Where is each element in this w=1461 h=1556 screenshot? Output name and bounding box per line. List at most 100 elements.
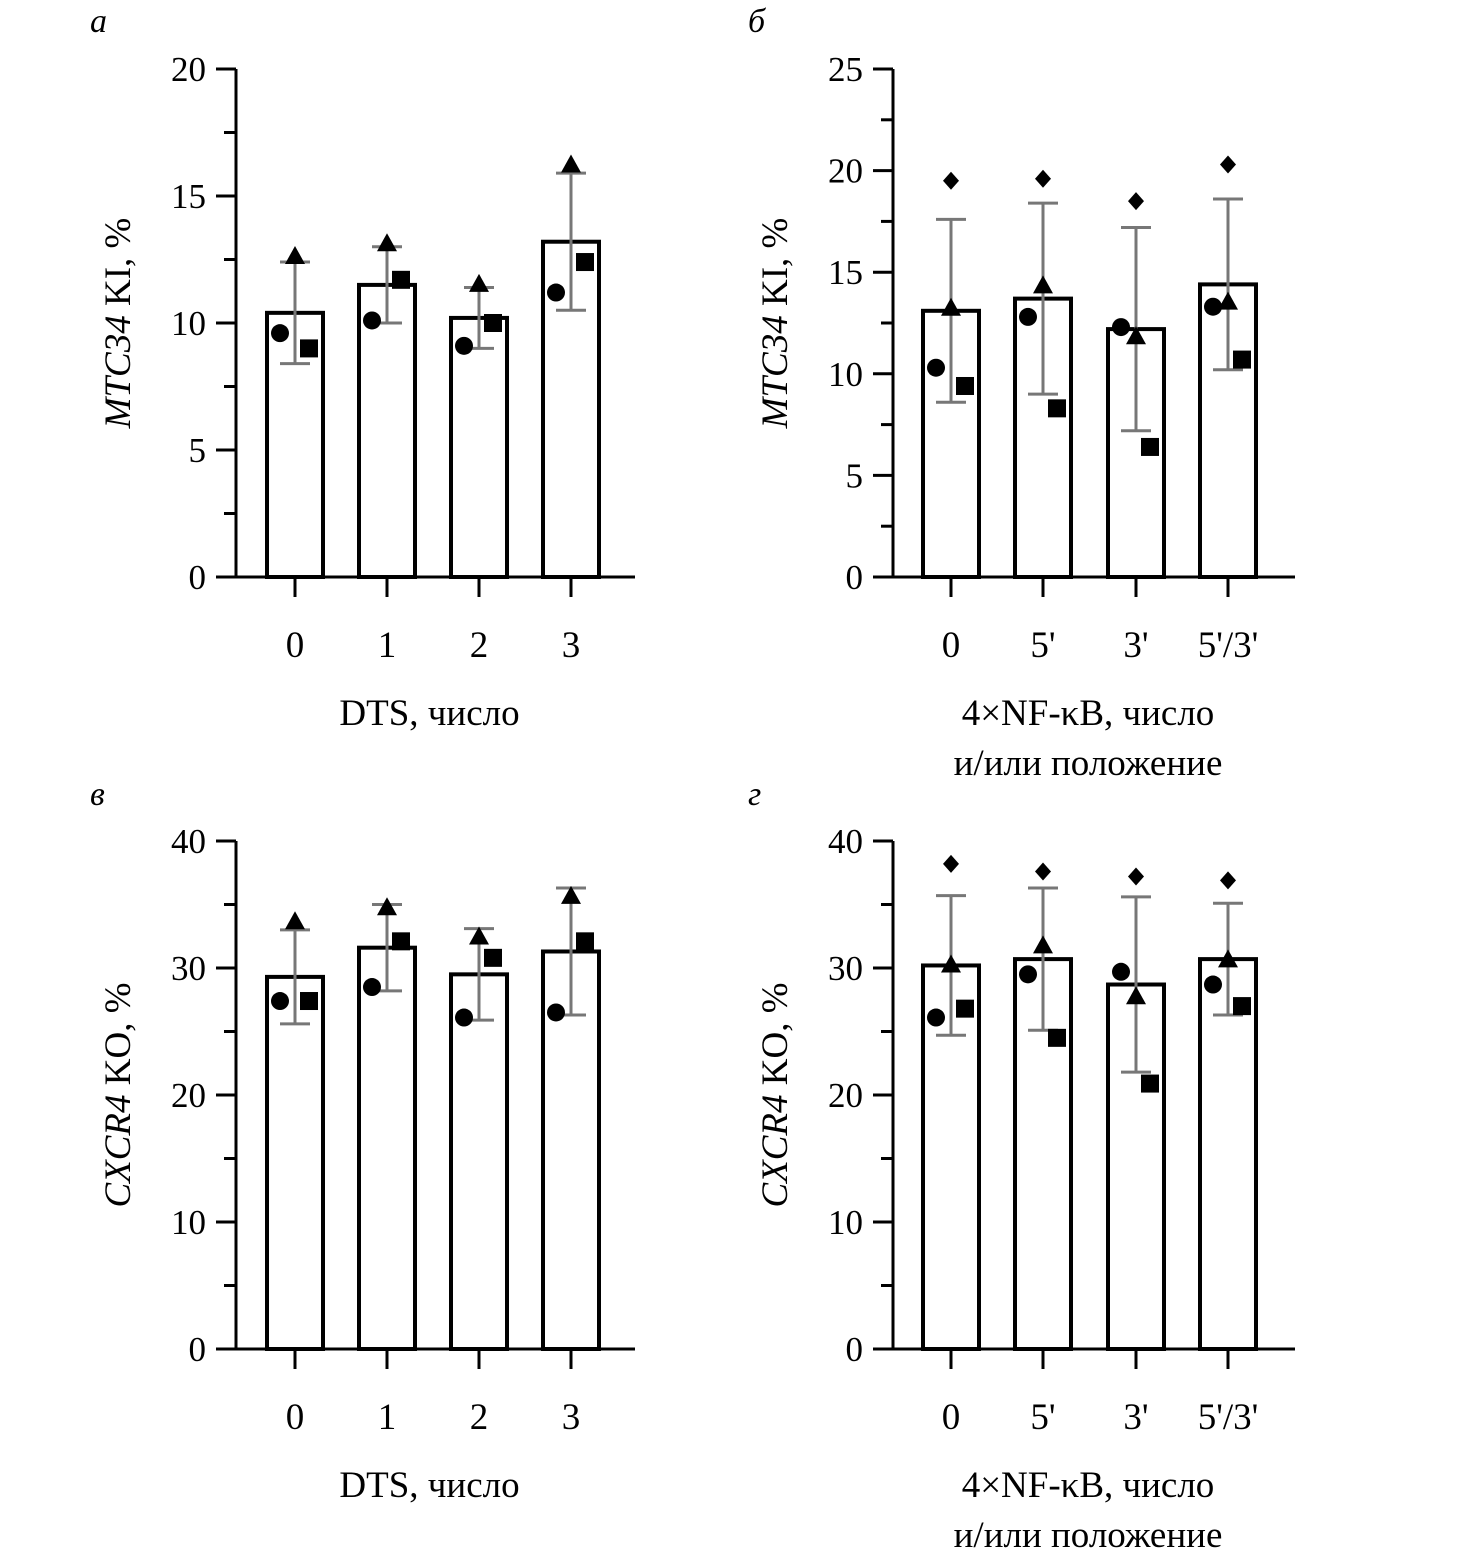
y-axis-label-gene: CXCR4 xyxy=(98,1094,139,1207)
y-tick-label: 0 xyxy=(189,558,207,597)
point-circle xyxy=(455,336,473,355)
y-tick-label: 0 xyxy=(846,558,864,597)
x-tick-label: 3 xyxy=(562,1397,581,1438)
x-tick-label: 0 xyxy=(942,1397,961,1438)
point-triangle xyxy=(1033,275,1053,294)
x-tick-label: 3' xyxy=(1123,1397,1148,1438)
point-circle xyxy=(1112,962,1130,981)
y-axis-label: CXCR4 KO, % xyxy=(98,982,139,1207)
point-triangle xyxy=(561,885,581,904)
point-square xyxy=(484,948,502,967)
bar xyxy=(449,315,509,579)
point-triangle xyxy=(1126,326,1146,345)
x-axis-label: и/или положение xyxy=(954,743,1223,784)
y-tick-label: 10 xyxy=(171,304,206,343)
point-square xyxy=(1048,399,1066,418)
y-tick-label: 5 xyxy=(189,431,207,470)
point-triangle xyxy=(941,297,961,316)
x-tick-label: 5'/3' xyxy=(1198,625,1259,666)
panel-1: а 0 5 10 15 20 0 1 2 3 DTS, число MTC34 KI, % xyxy=(90,3,635,734)
point-diamond xyxy=(1128,192,1144,211)
x-tick-label: 1 xyxy=(378,625,397,666)
x-tick-label: 0 xyxy=(942,625,961,666)
bar xyxy=(1106,982,1166,1351)
x-tick-label: 0 xyxy=(286,625,305,666)
point-triangle xyxy=(377,233,397,252)
y-axis-label: MTC34 KI, % xyxy=(98,218,139,430)
x-tick-label: 5'/3' xyxy=(1198,1397,1259,1438)
y-tick-label: 40 xyxy=(828,822,863,861)
point-diamond xyxy=(1128,867,1144,886)
y-tick-label: 15 xyxy=(828,253,863,292)
y-axis-label-unit: KI, % xyxy=(755,218,796,316)
point-diamond xyxy=(1035,169,1051,188)
bar xyxy=(357,282,417,579)
bar xyxy=(265,974,325,1351)
point-triangle xyxy=(1126,986,1146,1005)
point-triangle xyxy=(561,154,581,173)
y-axis-label-unit: KO, % xyxy=(755,982,796,1094)
x-tick-label: 3 xyxy=(562,625,581,666)
point-square xyxy=(300,339,318,358)
point-square xyxy=(1141,1074,1159,1093)
y-axis-label-gene: MTC34 xyxy=(755,315,796,429)
y-axis-label-gene: MTC34 xyxy=(98,315,139,429)
x-tick-label: 2 xyxy=(470,625,489,666)
y-tick-label: 20 xyxy=(171,50,206,89)
point-square xyxy=(392,270,410,289)
x-axis-label: 4×NF-κB, число xyxy=(962,1465,1215,1506)
point-diamond xyxy=(943,854,959,873)
y-tick-label: 10 xyxy=(828,355,863,394)
point-square xyxy=(576,253,594,272)
y-tick-label: 20 xyxy=(828,152,863,191)
x-tick-label: 2 xyxy=(470,1397,489,1438)
x-axis-label: DTS, число xyxy=(339,693,519,734)
point-square xyxy=(392,932,410,951)
point-circle xyxy=(1112,318,1130,337)
point-square xyxy=(956,376,974,395)
point-square xyxy=(1141,437,1159,456)
point-diamond xyxy=(1220,871,1236,890)
point-circle xyxy=(1019,307,1037,326)
point-triangle xyxy=(1033,935,1053,954)
point-diamond xyxy=(1220,155,1236,174)
point-circle xyxy=(363,311,381,330)
point-triangle xyxy=(285,911,305,930)
point-circle xyxy=(455,1008,473,1027)
y-axis-label-unit: KI, % xyxy=(98,218,139,316)
y-tick-label: 30 xyxy=(828,949,863,988)
point-square xyxy=(1233,997,1251,1016)
point-triangle xyxy=(469,273,489,292)
y-axis-label: CXCR4 KO, % xyxy=(755,982,796,1207)
point-triangle xyxy=(1218,949,1238,968)
bar xyxy=(357,945,417,1351)
point-square xyxy=(576,932,594,951)
point-circle xyxy=(363,978,381,997)
point-square xyxy=(484,314,502,332)
point-triangle xyxy=(377,897,397,916)
bar xyxy=(1198,957,1258,1351)
y-tick-label: 10 xyxy=(171,1203,206,1242)
panel-letter: б xyxy=(748,3,767,40)
y-tick-label: 40 xyxy=(171,822,206,861)
point-triangle xyxy=(941,954,961,973)
x-axis-label: DTS, число xyxy=(339,1465,519,1506)
point-diamond xyxy=(943,171,959,190)
bar xyxy=(449,972,509,1351)
x-axis-label: и/или положение xyxy=(954,1515,1223,1556)
x-tick-label: 5' xyxy=(1030,1397,1055,1438)
point-circle xyxy=(547,1003,565,1022)
panel-letter: а xyxy=(90,3,107,40)
panel-4: г 0 10 20 30 40 0 5' 3' 5'/3' 4×NF-κB, число и/или … xyxy=(748,776,1295,1556)
panel-3: в 0 10 20 30 40 0 1 2 3 DTS, число CXCR4 KO, % xyxy=(90,776,635,1506)
panel-letter: г xyxy=(748,776,761,813)
x-axis-label: 4×NF-κB, число xyxy=(962,693,1215,734)
y-axis-label-unit: KO, % xyxy=(98,982,139,1094)
y-tick-label: 5 xyxy=(846,456,864,495)
panel-2: б 0 5 10 15 20 25 0 5' 3' 5'/3' 4×NF-κB, число и/или… xyxy=(748,3,1295,784)
point-square xyxy=(1048,1028,1066,1047)
y-tick-label: 20 xyxy=(171,1076,206,1115)
point-circle xyxy=(1204,975,1222,994)
point-circle xyxy=(1019,965,1037,984)
